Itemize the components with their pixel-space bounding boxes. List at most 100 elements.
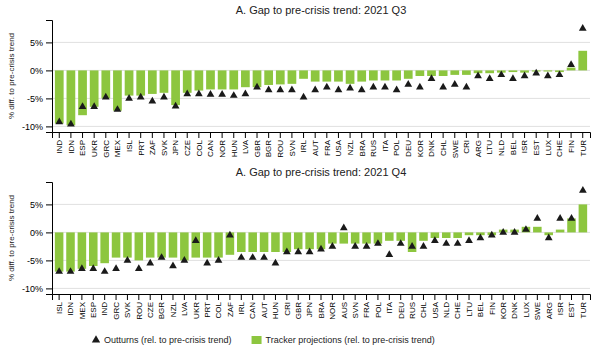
tick: JPN [305,294,314,317]
tick: NOR [328,294,337,320]
grid-line [52,260,590,261]
marker [579,24,587,31]
marker [545,234,553,241]
tick: 5% [30,38,52,48]
axis-title: % diff. to pre-crisis trend [7,195,16,281]
tick: JPN [171,132,180,155]
marker [114,105,122,112]
tick: PRT [203,294,212,318]
legend-label: Tracker projections (rel. to pre-crisis … [266,335,435,345]
marker [183,89,191,96]
panel: -10%-5%0%5%INDIDNESPUKRGRCMEXISLPRTZAFSV… [7,4,591,158]
tick-label: JPN [171,140,180,155]
tick: KOR [499,294,508,319]
tick-mark [491,294,492,300]
tick: SVK [123,294,132,318]
tick-mark [229,294,230,300]
marker [511,228,519,235]
tick: SVN [351,294,360,318]
tick: ISR [556,294,565,315]
tick: CHE [555,132,564,157]
tick-label: CRI [462,140,471,154]
marker [463,83,471,90]
marker [260,253,268,260]
tick-mark [70,132,71,138]
marker [102,93,110,100]
axis-title: % diff. to pre-crisis trend [7,33,16,119]
bar [408,232,417,252]
tick-label: EST [532,140,541,156]
bar [462,70,471,74]
tick-label: ARG [545,302,554,319]
bar [136,70,145,95]
tick-mark [408,132,409,138]
tick-mark [446,294,447,300]
tick-mark [434,294,435,300]
tick-mark [257,132,258,138]
tick: COL [214,294,223,318]
tick-mark [46,70,52,71]
tick-label: LUX [544,139,553,155]
marker [358,86,366,93]
legend-item: Outturns (rel. to pre-crisis trend) [92,335,232,345]
grid [52,42,590,126]
bar [169,232,178,257]
tick-label: GBR [253,140,262,158]
tick-label: POL [392,139,401,156]
tick-label: DEU [397,302,406,319]
tick: POL [374,294,383,318]
tick-mark [389,294,390,300]
tick-mark [268,132,269,138]
tick: ROU [135,294,144,320]
tick: LVA [180,294,189,316]
tick-label: FRA [323,139,332,156]
marker [160,93,168,100]
tick-mark [501,132,502,138]
marker [369,83,377,90]
marker [393,86,401,93]
tick: FRA [362,294,371,318]
tick-label: MEX [113,139,122,157]
tick-label: PRT [136,140,145,156]
marker [431,236,439,243]
tick-mark [582,132,583,138]
tick: LUX [522,294,531,318]
bar [248,232,257,252]
tick-mark [559,132,560,138]
tick-label: ARG [474,140,483,157]
bar [125,70,134,95]
tick: ROU [276,132,285,158]
tick-label: SWE [533,302,542,320]
tick-mark [480,294,481,300]
tick-mark [338,132,339,138]
bar [191,232,200,257]
tick-mark [400,294,401,300]
tick-mark [59,132,60,138]
tick-mark [303,132,304,138]
marker [195,89,203,96]
tick: CRI [462,132,471,154]
plot-area [55,186,587,274]
bar [194,70,203,90]
tick: CZE [183,132,192,156]
tick-label: UKR [192,302,201,319]
tick: -5% [27,94,52,104]
tick-label: ITA [385,301,394,314]
tick: GRC [112,294,121,320]
bar [89,232,98,266]
tick-label: FIN [488,302,497,315]
tick-label: ROU [276,140,285,158]
tick-label: 0% [30,228,43,238]
tick-label: BGR [264,140,273,158]
marker [242,89,250,96]
bar [146,232,155,257]
y-axis: -10%-5%0%5% [22,21,53,133]
marker [374,239,382,246]
tick: AUT [260,294,269,318]
marker [522,225,530,232]
bar [66,232,75,271]
tick-label: SWE [451,140,460,158]
bar [362,232,371,243]
tick-mark [46,98,52,99]
tick-mark [275,294,276,300]
